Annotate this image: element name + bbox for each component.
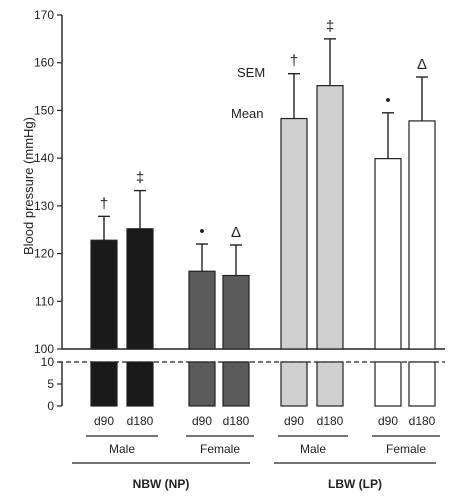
- y-tick-label: 130: [34, 199, 54, 213]
- y-tick-label: 140: [34, 151, 54, 165]
- bar: [222, 274, 250, 350]
- y-tick-label: 160: [34, 56, 54, 70]
- significance-marker: ‡: [136, 170, 144, 187]
- bar-lower: [316, 361, 344, 407]
- bar-lower: [126, 361, 154, 407]
- bar: [280, 117, 308, 350]
- category-label: d180: [409, 414, 436, 428]
- category-label: d90: [94, 414, 114, 428]
- y-tick-label: 120: [34, 247, 54, 261]
- bar-lower: [408, 361, 436, 407]
- bar-lower: [188, 361, 216, 407]
- bar: [90, 239, 118, 350]
- subgroup-label: Female: [386, 442, 426, 456]
- category-label: d90: [378, 414, 398, 428]
- significance-marker: •: [199, 223, 204, 240]
- significance-marker: †: [100, 195, 108, 212]
- subgroup-label: Male: [300, 442, 326, 456]
- group-label: NBW (NP): [133, 477, 190, 491]
- significance-marker: †: [290, 53, 298, 70]
- group-label: LBW (LP): [328, 477, 382, 491]
- bar: [126, 228, 154, 350]
- significance-marker: •: [385, 92, 390, 109]
- category-label: d90: [284, 414, 304, 428]
- mean-annotation: Mean: [231, 106, 264, 121]
- bar-lower: [222, 361, 250, 407]
- category-label: d180: [223, 414, 250, 428]
- y-tick-label: 150: [34, 103, 54, 117]
- sem-annotation: SEM: [237, 65, 265, 80]
- bar-lower: [90, 361, 118, 407]
- category-label: d90: [192, 414, 212, 428]
- bar: [374, 158, 402, 350]
- y-tick-label: 0: [47, 399, 54, 413]
- bar-lower: [374, 361, 402, 407]
- significance-marker: Δ: [231, 224, 241, 241]
- category-label: d180: [127, 414, 154, 428]
- subgroup-label: Male: [109, 442, 135, 456]
- bar: [316, 85, 344, 350]
- y-tick-label: 100: [34, 342, 54, 356]
- significance-marker: Δ: [417, 56, 427, 73]
- bar: [408, 120, 436, 350]
- bar-lower: [280, 361, 308, 407]
- category-label: d180: [317, 414, 344, 428]
- y-axis-label: Blood pressure (mmHg): [21, 117, 36, 255]
- subgroup-label: Female: [200, 442, 240, 456]
- bar: [188, 270, 216, 350]
- y-tick-label: 5: [47, 377, 54, 391]
- y-tick-label: 110: [35, 294, 54, 308]
- y-tick-label: 10: [41, 355, 55, 369]
- y-tick-label: 170: [34, 8, 54, 22]
- significance-marker: ‡: [326, 18, 334, 35]
